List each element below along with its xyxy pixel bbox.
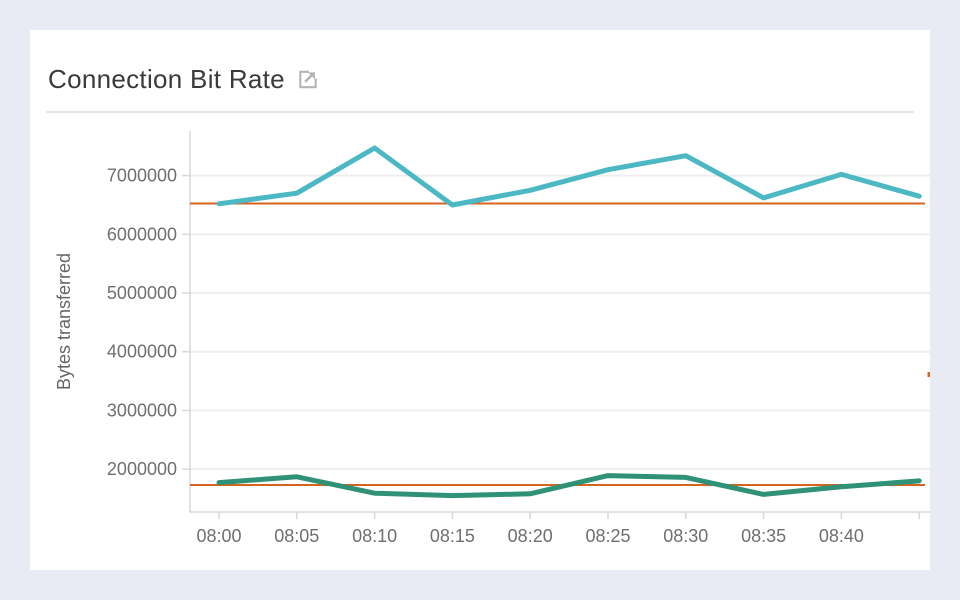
x-tick-label: 08:20: [508, 526, 553, 546]
upper-line: [216, 145, 922, 208]
chart-card: Connection Bit Rate 2000000 3000000 400000…: [30, 30, 930, 570]
x-tick-label: 08:40: [819, 526, 864, 546]
y-tick-label: 5000000: [107, 283, 177, 303]
y-tick-label: 2000000: [107, 459, 177, 479]
chart-header: Connection Bit Rate: [48, 63, 319, 95]
clipped-right-edge-mark: [927, 372, 930, 377]
header-divider: [46, 111, 914, 113]
y-tick-label: 3000000: [107, 400, 177, 420]
x-tick-label: 08:30: [663, 526, 708, 546]
x-tick-label: 08:15: [430, 526, 475, 546]
axis-lines: [189, 131, 930, 513]
x-tick-label: 08:05: [274, 526, 319, 546]
line-chart: 2000000 3000000 4000000 5000000 6000000 70000…: [54, 131, 930, 546]
y-tick-label: 4000000: [107, 342, 177, 362]
y-tick-label: 7000000: [107, 166, 177, 186]
external-link-icon[interactable]: [296, 68, 319, 91]
x-tick-label: 08:10: [352, 526, 397, 546]
y-tick-label: 6000000: [107, 224, 177, 244]
x-tick-label: 08:25: [585, 526, 630, 546]
x-tick-label: 08:00: [196, 526, 241, 546]
y-axis-label: Bytes transferred: [54, 253, 74, 390]
lower-line: [216, 473, 922, 499]
x-tick-label: 08:35: [741, 526, 786, 546]
chart-title: Connection Bit Rate: [48, 64, 285, 94]
